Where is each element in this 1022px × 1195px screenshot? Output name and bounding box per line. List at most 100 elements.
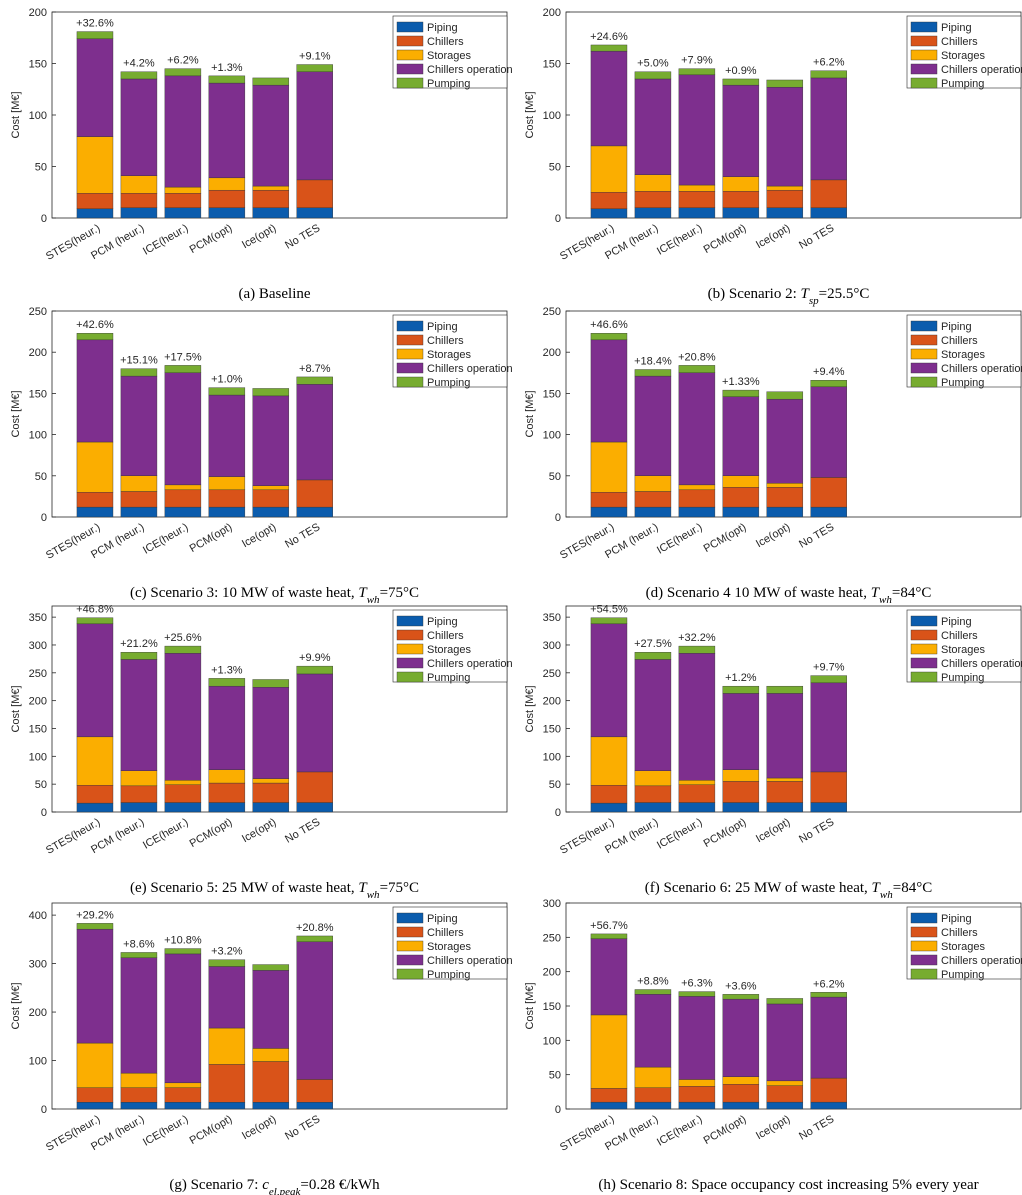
bar-segment	[208, 82, 246, 179]
bar-segment	[590, 145, 628, 193]
x-tick-label: No TES	[283, 222, 322, 252]
bar-segment	[296, 384, 333, 481]
bar-segment	[590, 736, 628, 786]
bar-segment	[296, 802, 333, 813]
x-tick-label: Ice(opt)	[240, 521, 278, 550]
bar-label: +8.6%	[123, 938, 155, 950]
legend-label: Piping	[427, 913, 458, 925]
legend-swatch	[396, 362, 424, 374]
y-tick-label: 50	[549, 1070, 561, 1082]
bar-label: +46.8%	[76, 604, 114, 616]
bar-segment	[678, 68, 716, 76]
y-tick-label: 400	[29, 910, 47, 922]
bar-segment	[208, 1064, 246, 1103]
x-tick-label: ICE(heur.)	[141, 521, 190, 556]
bar-label: +15.1%	[120, 355, 158, 367]
bar-segment	[810, 1101, 847, 1110]
bar-segment	[120, 1102, 158, 1110]
x-tick-label: ICE(heur.)	[655, 521, 704, 556]
y-tick-label: 200	[29, 696, 47, 708]
y-axis-title: Cost [M€]	[10, 982, 22, 1029]
bar-segment	[678, 780, 716, 785]
bar-label: +6.2%	[813, 57, 845, 69]
bar-segment	[296, 935, 333, 942]
bar-segment	[634, 78, 672, 175]
bar-segment	[766, 1003, 804, 1082]
bar-segment	[766, 79, 804, 88]
x-tick-label: Ice(opt)	[754, 521, 792, 550]
bar-segment	[252, 207, 290, 219]
bar-segment	[208, 476, 246, 491]
legend-label: Storages	[941, 941, 986, 953]
caption-part: =75°C	[380, 880, 419, 896]
bar-segment	[120, 375, 158, 477]
bar-segment	[76, 736, 114, 786]
bar-segment	[296, 64, 333, 72]
bar-segment	[810, 682, 847, 773]
caption-part: (g) Scenario 7:	[169, 1177, 262, 1193]
bar-segment	[164, 645, 202, 654]
bar-segment	[634, 491, 672, 508]
legend-swatch	[396, 376, 424, 388]
legend-label: Chillers operation	[427, 64, 513, 76]
y-tick-label: 200	[29, 1007, 47, 1019]
legend-label: Piping	[427, 616, 458, 628]
bar-label: +9.4%	[813, 366, 845, 378]
bar-segment	[76, 1102, 114, 1110]
bar-segment	[120, 175, 158, 194]
caption-part: =84°C	[893, 880, 932, 896]
bar-label: +29.2%	[76, 909, 114, 921]
legend-label: Chillers	[941, 335, 978, 347]
bar-segment	[76, 1042, 114, 1088]
bar-segment	[590, 333, 628, 341]
legend-label: Chillers	[427, 630, 464, 642]
bar-segment	[252, 1102, 290, 1110]
x-tick-label: PCM(opt)	[702, 521, 749, 555]
bar-segment	[722, 389, 760, 397]
bar-segment	[634, 652, 672, 660]
x-tick-label: ICE(heur.)	[655, 222, 704, 257]
caption: (f) Scenario 6: 25 MW of waste heat, Twh…	[645, 880, 932, 901]
bar-segment	[678, 506, 716, 518]
bar-label: +20.8%	[296, 922, 334, 934]
legend-swatch	[910, 968, 938, 980]
bar-segment	[208, 782, 246, 803]
legend-swatch	[396, 629, 424, 641]
bar-segment	[164, 784, 202, 803]
bar-segment	[810, 996, 847, 1079]
bar-segment	[252, 506, 290, 518]
y-tick-label: 250	[29, 668, 47, 680]
bar-segment	[766, 693, 804, 779]
caption-part: (e) Scenario 5: 25 MW of waste heat,	[130, 880, 358, 896]
bar-segment	[810, 179, 847, 208]
caption-part: T	[358, 585, 368, 601]
y-tick-label: 50	[35, 471, 47, 483]
y-tick-label: 200	[29, 7, 47, 19]
bar-segment	[252, 782, 290, 803]
bar-label: +42.6%	[76, 319, 114, 331]
bar-segment	[252, 1048, 290, 1062]
bar-segment	[722, 693, 760, 770]
legend-swatch	[396, 657, 424, 669]
bar-segment	[76, 333, 114, 341]
x-tick-label: PCM(opt)	[188, 222, 235, 256]
bar-segment	[634, 71, 672, 80]
bar-segment	[722, 207, 760, 219]
bar-segment	[722, 1101, 760, 1110]
caption-part: (a) Baseline	[238, 286, 310, 302]
bar-segment	[252, 1061, 290, 1103]
bar-segment	[296, 665, 333, 675]
bar-segment	[722, 998, 760, 1077]
bar-segment	[810, 675, 847, 684]
bar-label: +9.7%	[813, 662, 845, 674]
bar-segment	[634, 1066, 672, 1088]
legend-label: Chillers operation	[941, 658, 1022, 670]
bar-segment	[120, 785, 158, 803]
bar-segment	[76, 928, 114, 1044]
bar-segment	[722, 685, 760, 694]
legend-label: Chillers operation	[941, 363, 1022, 375]
y-tick-label: 200	[543, 696, 561, 708]
